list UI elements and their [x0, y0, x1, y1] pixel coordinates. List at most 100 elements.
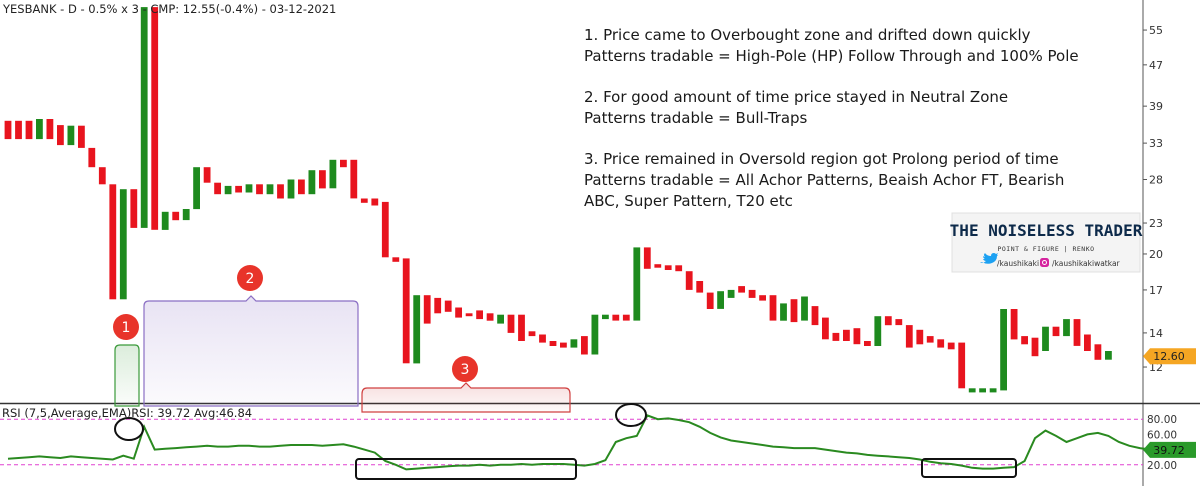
- price-axis-label: 39: [1149, 100, 1163, 113]
- renko-brick: [570, 339, 578, 348]
- zone-badge-2: 2: [237, 265, 263, 291]
- renko-brick: [98, 167, 106, 185]
- rsi-box-oversold-2: [921, 458, 1017, 478]
- renko-brick: [947, 342, 955, 350]
- renko-brick: [413, 295, 421, 364]
- renko-brick: [685, 271, 693, 290]
- renko-brick: [654, 264, 662, 268]
- renko-brick: [528, 331, 536, 337]
- zone-box-overbought: [114, 344, 140, 407]
- zone-badge-1-circle: [113, 314, 139, 340]
- last-price-value: 12.60: [1153, 350, 1185, 363]
- renko-brick: [497, 314, 504, 324]
- renko-brick: [539, 334, 546, 343]
- price-axis-label: 20: [1149, 248, 1163, 261]
- renko-brick: [622, 314, 630, 321]
- zone-badge-1: 1: [113, 314, 139, 340]
- renko-brick: [46, 119, 54, 140]
- renko-brick: [25, 120, 33, 140]
- renko-brick: [1052, 326, 1060, 337]
- renko-brick: [392, 257, 400, 262]
- renko-brick: [717, 291, 724, 309]
- renko-brick: [4, 120, 12, 140]
- note-3-line-3: ABC, Super Pattern, T20 etc: [584, 192, 793, 210]
- renko-brick: [549, 341, 557, 346]
- renko-brick: [340, 159, 347, 168]
- rsi-circle-overbought: [114, 417, 144, 441]
- branding-card: THE NOISELESS TRADER POINT & FIGURE | RE…: [950, 212, 1143, 273]
- instagram-lens: [1042, 260, 1047, 265]
- note-3-line-2: Patterns tradable = All Achor Patterns, …: [584, 171, 1064, 189]
- renko-brick: [916, 329, 924, 345]
- renko-brick: [402, 258, 410, 364]
- renko-brick: [182, 209, 190, 221]
- rsi-value-label: 39.72: [1153, 444, 1185, 457]
- renko-brick: [319, 170, 326, 189]
- renko-brick: [140, 7, 148, 228]
- last-price-marker: 12.60: [1143, 348, 1196, 365]
- renko-brick: [968, 388, 976, 393]
- zone-badge-1-number: 1: [122, 320, 131, 336]
- renko-brick: [119, 189, 127, 300]
- renko-brick: [560, 342, 567, 348]
- renko-brick: [759, 295, 766, 301]
- rsi-axis-label: 80.00: [1147, 414, 1177, 426]
- renko-brick: [832, 332, 840, 341]
- renko-brick: [926, 336, 934, 343]
- price-axis-label: 28: [1149, 173, 1163, 186]
- renko-brick: [591, 314, 599, 355]
- renko-brick: [329, 159, 337, 189]
- rsi-axis: 80.00 60.00 20.00: [1147, 414, 1177, 472]
- zone-badge-3-circle: [452, 356, 478, 382]
- rsi-line: [7, 414, 1151, 471]
- note-1-line-2: Patterns tradable = High-Pole (HP) Follo…: [584, 47, 1079, 65]
- price-axis-label: 17: [1149, 284, 1163, 297]
- renko-brick: [67, 125, 75, 146]
- renko-brick: [738, 286, 745, 293]
- price-axis-label: 14: [1149, 327, 1163, 340]
- price-axis-label: 12: [1149, 361, 1163, 374]
- rsi-axis-label: 60.00: [1147, 429, 1177, 441]
- rsi-title: RSI (7,5,Average,EMA)RSI: 39.72 Avg:46.8…: [2, 406, 252, 420]
- last-price-tag: [1143, 348, 1196, 365]
- renko-brick: [1084, 334, 1091, 351]
- renko-brick: [360, 198, 368, 203]
- renko-brick: [350, 159, 358, 199]
- rsi-circle-peak: [615, 403, 647, 427]
- renko-brick: [381, 201, 389, 258]
- renko-brick: [612, 314, 620, 321]
- renko-brick: [277, 184, 284, 199]
- zone-badge-3: 3: [452, 356, 478, 382]
- zone-badge-3-number: 3: [461, 362, 470, 378]
- note-2-line-2: Patterns tradable = Bull-Traps: [584, 109, 808, 127]
- renko-brick: [465, 313, 473, 317]
- renko-brick: [245, 184, 253, 193]
- renko-brick: [256, 184, 263, 195]
- renko-brick: [1010, 309, 1018, 340]
- zone-badge-2-number: 2: [246, 271, 255, 287]
- renko-brick: [633, 247, 641, 321]
- renko-brick: [57, 125, 64, 146]
- annotation-notes: 1. Price came to Overbought zone and dri…: [584, 26, 1079, 210]
- renko-brick: [822, 317, 829, 340]
- instagram-frame: [1040, 258, 1049, 267]
- renko-brick: [214, 182, 221, 195]
- price-axis-label: 33: [1149, 137, 1163, 150]
- rsi-panel: 80.00 60.00 20.00 39.72 RSI (7,5,Average,E…: [0, 406, 1196, 472]
- brand-twitter-handle: /kaushikaki: [997, 259, 1039, 268]
- renko-brick: [371, 198, 379, 206]
- renko-brick: [1105, 351, 1112, 360]
- renko-brick: [853, 328, 861, 345]
- rsi-value-tag: [1143, 441, 1196, 458]
- zone-overlays: [114, 295, 571, 413]
- renko-brick: [15, 120, 22, 140]
- renko-brick: [88, 147, 96, 168]
- brand-subtitle: POINT & FIGURE | RENKO: [997, 245, 1094, 253]
- renko-brick: [130, 189, 138, 228]
- renko-brick: [602, 314, 609, 320]
- renko-brick: [193, 167, 200, 210]
- renko-brick: [895, 319, 903, 326]
- renko-brick: [643, 247, 651, 269]
- renko-brick: [476, 310, 483, 320]
